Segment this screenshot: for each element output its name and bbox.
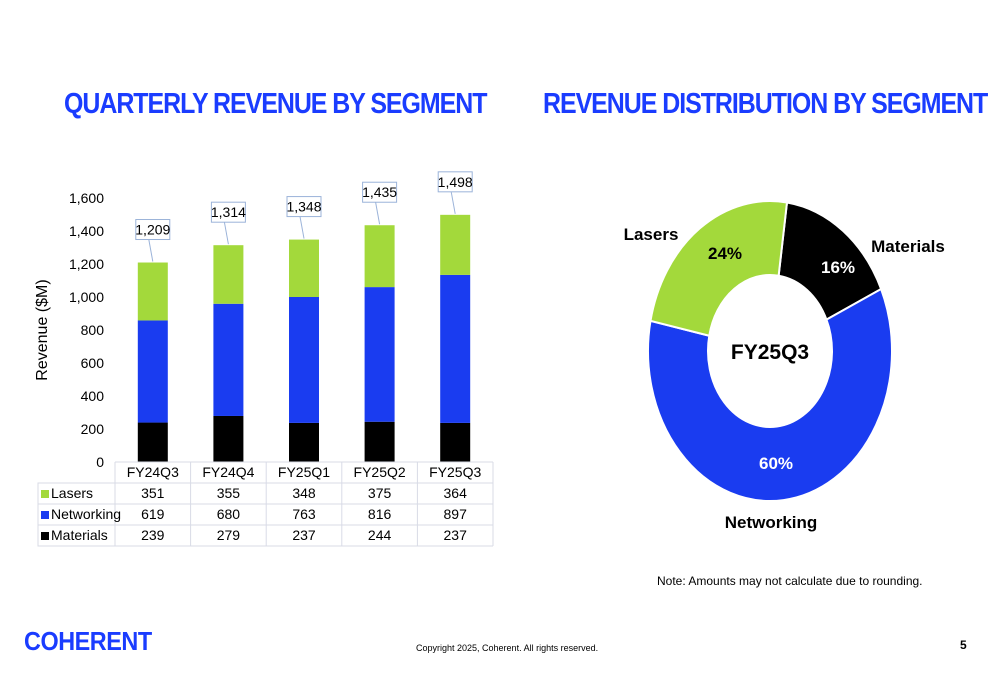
- legend-label-lasers: Lasers: [51, 485, 93, 501]
- total-callout-box: [362, 181, 398, 203]
- bar-segment-materials: [364, 421, 395, 462]
- y-tick-label: 1,400: [69, 223, 104, 239]
- legend-swatch-networking: [41, 511, 49, 519]
- bar-segment-materials: [440, 422, 471, 462]
- total-data-label: 1,435: [362, 184, 397, 200]
- table-cell-value: 897: [444, 506, 468, 522]
- x-tick-label: FY25Q1: [278, 464, 330, 480]
- bar-segment-lasers: [289, 239, 319, 297]
- bar-segment-lasers: [364, 225, 395, 288]
- bar-chart-title: QUARTERLY REVENUE BY SEGMENT: [64, 88, 487, 120]
- donut-percent-label: 24%: [708, 244, 742, 263]
- table-cell-value: 680: [217, 506, 241, 522]
- legend-swatch-lasers: [41, 490, 49, 498]
- y-tick-label: 200: [81, 421, 105, 437]
- total-callout-box: [286, 196, 322, 218]
- y-tick-label: 400: [81, 388, 105, 404]
- table-cell-value: 348: [292, 485, 316, 501]
- y-tick-label: 0: [96, 454, 104, 470]
- y-tick-label: 1,600: [69, 190, 104, 206]
- legend-label-materials: Materials: [51, 527, 108, 543]
- y-tick-label: 1,200: [69, 256, 104, 272]
- table-cell-value: 619: [141, 506, 165, 522]
- table-cell-value: 364: [444, 485, 468, 501]
- donut-slice-lasers: [649, 200, 789, 337]
- donut-category-label: Lasers: [624, 225, 679, 244]
- page-number: 5: [960, 638, 967, 652]
- donut-center-label: FY25Q3: [731, 341, 809, 364]
- coherent-logo: COHERENT: [24, 626, 152, 656]
- total-callout-pointer: [223, 222, 229, 245]
- table-cell-value: 351: [141, 485, 165, 501]
- donut-category-label: Networking: [725, 513, 818, 532]
- total-callout-pointer: [375, 202, 381, 225]
- table-cell-value: 279: [217, 527, 241, 543]
- bar-segment-networking: [137, 320, 168, 423]
- table-cell-value: 816: [368, 506, 392, 522]
- bar-segment-materials: [213, 415, 244, 462]
- rounding-note: Note: Amounts may not calculate due to r…: [657, 574, 923, 588]
- table-cell-value: 237: [292, 527, 316, 543]
- bar-segment-lasers: [137, 262, 168, 321]
- table-cell-value: 237: [444, 527, 468, 543]
- table-cell-value: 244: [368, 527, 392, 543]
- donut-percent-label: 60%: [759, 454, 793, 473]
- legend-label-networking: Networking: [51, 506, 121, 522]
- total-data-label: 1,209: [135, 222, 170, 238]
- donut-chart-title: REVENUE DISTRIBUTION BY SEGMENT: [543, 88, 988, 120]
- y-tick-label: 600: [81, 355, 105, 371]
- table-cell-value: 763: [292, 506, 316, 522]
- bar-segment-networking: [364, 287, 395, 422]
- bar-segment-networking: [213, 303, 244, 416]
- y-tick-label: 800: [81, 322, 105, 338]
- x-tick-label: FY24Q4: [202, 464, 254, 480]
- x-tick-label: FY25Q2: [354, 464, 406, 480]
- total-callout-pointer: [148, 239, 154, 262]
- total-callout-box: [135, 219, 171, 241]
- table-cell-value: 355: [217, 485, 241, 501]
- table-cell-value: 375: [368, 485, 392, 501]
- bar-segment-lasers: [213, 245, 244, 304]
- x-tick-label: FY25Q3: [429, 464, 481, 480]
- total-callout-pointer: [450, 191, 456, 214]
- donut-percent-label: 16%: [821, 258, 855, 277]
- total-data-label: 1,498: [438, 174, 473, 190]
- bar-segment-networking: [440, 274, 471, 423]
- y-axis-label: Revenue ($M): [34, 279, 51, 380]
- bar-segment-networking: [289, 297, 319, 423]
- total-callout-box: [210, 201, 246, 223]
- total-callout-pointer: [299, 216, 305, 239]
- x-tick-label: FY24Q3: [127, 464, 179, 480]
- bar-segment-materials: [289, 422, 319, 462]
- y-tick-label: 1,000: [69, 289, 104, 305]
- bar-segment-materials: [137, 422, 168, 462]
- table-cell-value: 239: [141, 527, 165, 543]
- total-data-label: 1,314: [211, 204, 246, 220]
- donut-slice-networking: [647, 287, 893, 502]
- copyright-text: Copyright 2025, Coherent. All rights res…: [416, 643, 599, 653]
- total-callout-box: [437, 171, 473, 193]
- bar-segment-lasers: [440, 214, 471, 275]
- donut-category-label: Materials: [871, 237, 945, 256]
- legend-swatch-materials: [41, 532, 49, 540]
- total-data-label: 1,348: [286, 199, 321, 215]
